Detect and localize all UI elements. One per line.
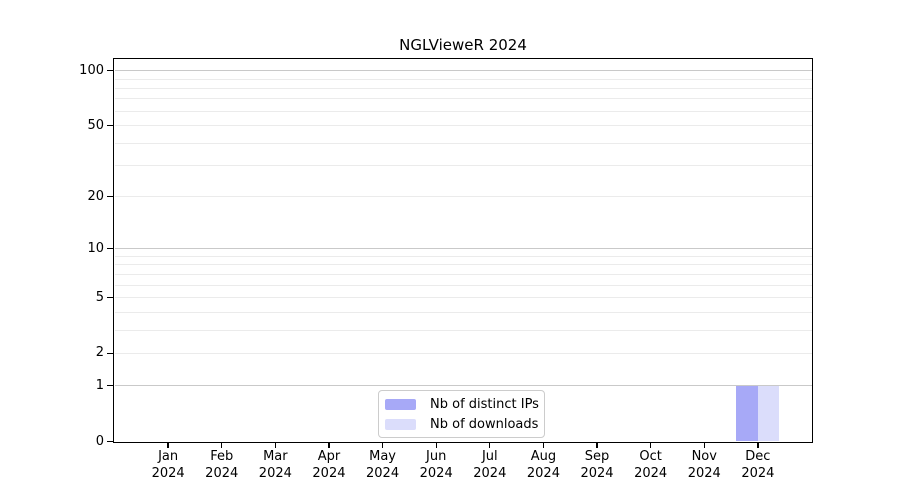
x-tick-month: May xyxy=(369,449,396,464)
gridline-minor xyxy=(114,311,812,313)
gridline-major xyxy=(114,248,812,250)
x-tick-label: Jun 2024 xyxy=(404,449,468,482)
x-tick-month: Sep xyxy=(584,449,610,464)
x-tick-mark xyxy=(650,443,652,448)
x-tick-year: 2024 xyxy=(741,465,775,481)
x-tick-year: 2024 xyxy=(312,465,346,481)
x-tick-year: 2024 xyxy=(419,465,453,481)
gridline-major xyxy=(114,70,812,72)
gridline-minor xyxy=(114,87,812,89)
y-tick-label: 10 xyxy=(87,240,104,256)
gridline-minor xyxy=(114,196,812,198)
y-tick-label: 100 xyxy=(79,62,104,78)
y-tick-mark xyxy=(107,248,113,250)
bar-nb-of-downloads-dec-2024 xyxy=(757,385,780,442)
x-tick-year: 2024 xyxy=(473,465,507,481)
gridline-minor xyxy=(114,110,812,112)
gridline-major xyxy=(114,385,812,387)
x-tick-mark xyxy=(381,443,384,448)
gridline-minor xyxy=(114,264,812,266)
x-tick-label: Dec 2024 xyxy=(726,449,790,482)
x-tick-mark xyxy=(757,443,759,448)
x-tick-label: Sep 2024 xyxy=(565,449,629,482)
x-tick-month: Aug xyxy=(530,449,557,464)
bar-nb-of-distinct-ips-dec-2024 xyxy=(736,385,758,442)
gridline-minor xyxy=(114,78,812,80)
legend-swatch xyxy=(385,398,416,410)
gridline-minor xyxy=(114,297,812,298)
x-tick-label: Feb 2024 xyxy=(190,449,254,482)
y-tick-label: 1 xyxy=(95,377,104,393)
x-tick-year: 2024 xyxy=(634,465,668,481)
x-tick-mark xyxy=(435,443,437,448)
x-tick-label: Aug 2024 xyxy=(511,449,575,482)
x-tick-mark xyxy=(221,443,223,448)
x-tick-month: Oct xyxy=(639,449,662,464)
legend: Nb of distinct IPs Nb of downloads xyxy=(378,390,545,438)
y-tick-label: 2 xyxy=(95,345,104,361)
x-tick-year: 2024 xyxy=(687,465,721,481)
x-tick-year: 2024 xyxy=(258,465,292,481)
chart-title: NGLVieweR 2024 xyxy=(399,36,527,54)
gridline-minor xyxy=(114,98,812,100)
legend-label: Nb of downloads xyxy=(430,416,539,432)
y-tick-mark xyxy=(107,385,113,387)
x-tick-month: Jun xyxy=(426,449,447,464)
y-tick-mark xyxy=(107,352,113,354)
x-tick-mark xyxy=(596,443,598,448)
y-tick-label: 5 xyxy=(95,289,104,305)
legend-label: Nb of distinct IPs xyxy=(430,396,539,412)
x-tick-mark xyxy=(167,443,169,448)
x-tick-year: 2024 xyxy=(205,465,239,481)
x-tick-label: May 2024 xyxy=(351,449,415,482)
x-tick-month: Nov xyxy=(691,449,717,464)
gridline-minor xyxy=(114,329,812,331)
x-tick-year: 2024 xyxy=(580,465,614,481)
x-tick-month: Mar xyxy=(263,449,288,464)
x-tick-mark xyxy=(489,443,491,448)
x-tick-label: Jan 2024 xyxy=(136,449,200,482)
plot-area xyxy=(114,60,812,442)
x-tick-year: 2024 xyxy=(366,465,400,481)
gridline-minor xyxy=(114,165,812,167)
legend-item: Nb of distinct IPs xyxy=(385,394,539,414)
x-tick-mark xyxy=(703,443,705,448)
x-tick-year: 2024 xyxy=(151,465,185,481)
x-tick-month: Jul xyxy=(481,449,498,464)
x-tick-mark xyxy=(328,443,330,448)
x-tick-month: Dec xyxy=(745,449,771,464)
x-tick-mark xyxy=(274,443,276,448)
gridline-minor xyxy=(114,142,812,144)
x-tick-month: Feb xyxy=(210,449,234,464)
x-tick-month: Apr xyxy=(317,449,341,464)
y-tick-mark xyxy=(107,440,113,443)
y-tick-label: 0 xyxy=(95,433,104,449)
gridline-minor xyxy=(114,352,812,354)
x-tick-label: Nov 2024 xyxy=(672,449,736,482)
x-tick-year: 2024 xyxy=(526,465,560,481)
x-tick-mark xyxy=(542,443,545,448)
y-tick-label: 50 xyxy=(87,117,104,133)
gridline-minor xyxy=(114,284,812,286)
x-tick-label: Apr 2024 xyxy=(297,449,361,482)
legend-item: Nb of downloads xyxy=(385,414,539,434)
y-tick-mark xyxy=(107,196,113,198)
gridline-minor xyxy=(114,255,812,257)
gridline-minor xyxy=(114,125,812,127)
x-tick-month: Jan xyxy=(158,449,179,464)
y-tick-label: 20 xyxy=(87,188,104,204)
y-tick-mark xyxy=(107,69,113,72)
x-tick-label: Mar 2024 xyxy=(243,449,307,482)
x-tick-label: Jul 2024 xyxy=(458,449,522,482)
legend-swatch xyxy=(385,418,416,430)
x-tick-label: Oct 2024 xyxy=(619,449,683,482)
gridline-minor xyxy=(114,273,812,275)
y-tick-mark xyxy=(107,124,113,127)
y-tick-mark xyxy=(107,296,113,299)
